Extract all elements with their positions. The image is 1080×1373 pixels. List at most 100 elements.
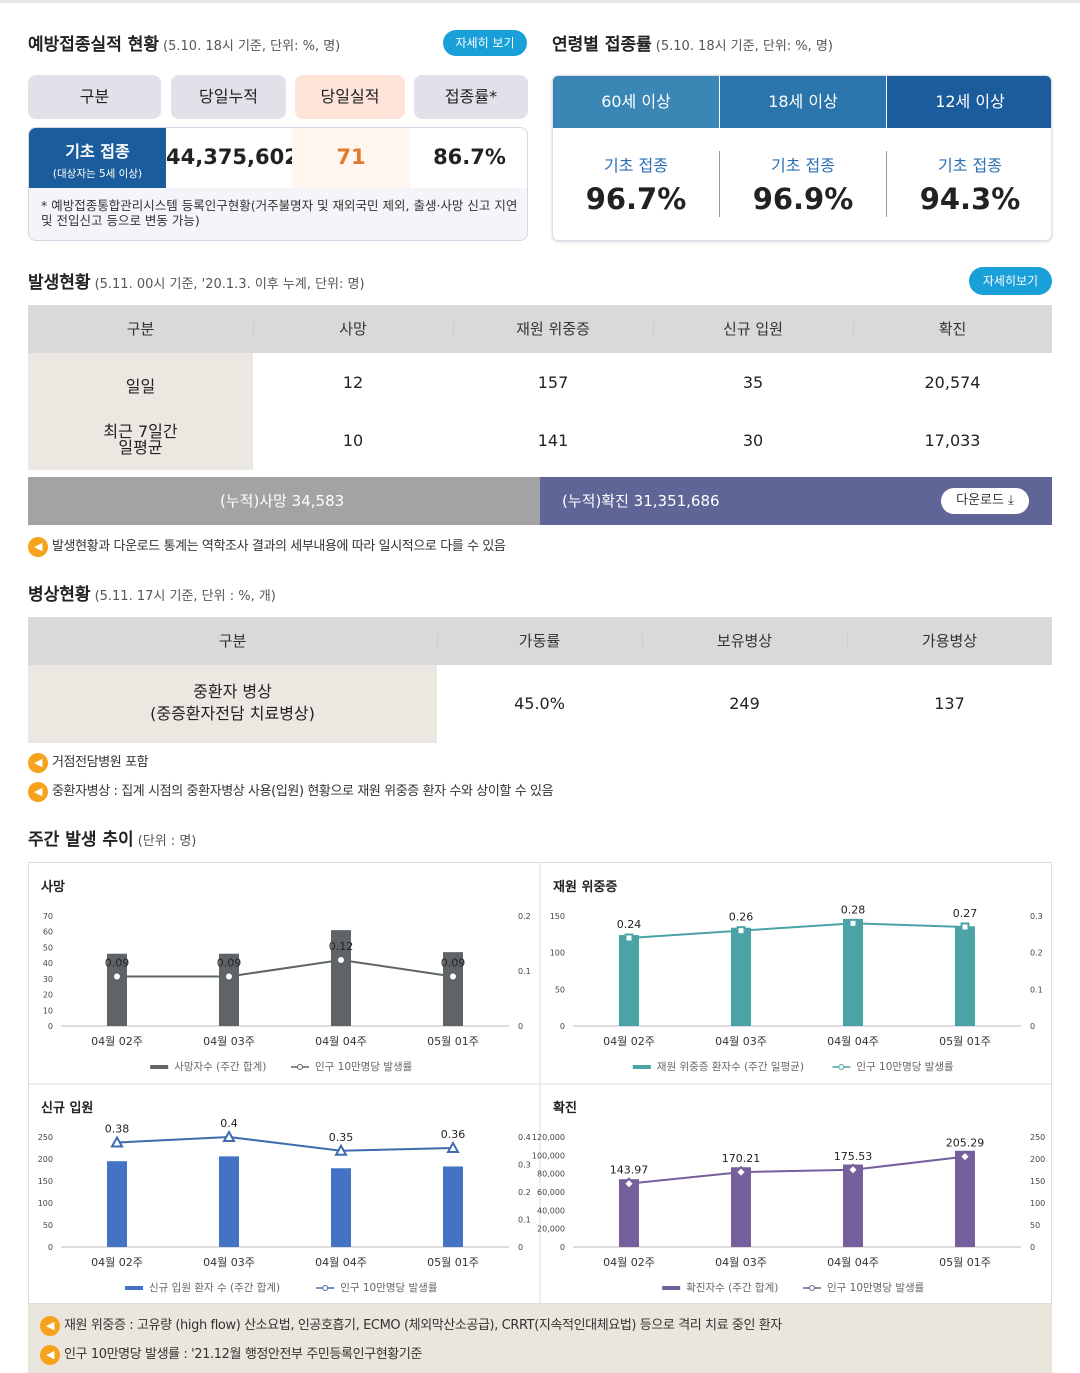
col-beds-held: 보유병상 (716, 632, 773, 650)
age-12-header: 12세 이상 (887, 76, 1051, 128)
col-category: 구분 (218, 632, 247, 650)
chart-3-x-tick: 05월 01주 (427, 1256, 479, 1269)
chart-3-x-tick: 04월 04주 (315, 1256, 367, 1269)
weekly-notes: ◀ 재원 위중증 : 고유량 (high flow) 산소요법, 인공호흡기, E… (28, 1304, 1052, 1373)
chart-1-left-tick: 60 (43, 928, 53, 937)
chart-3-bar (331, 1168, 351, 1247)
divider (853, 322, 854, 336)
beds-row-label: 중환자 병상 (중증환자전담 치료병상) (150, 682, 315, 723)
chart-3-bar (219, 1156, 239, 1247)
age-60-label: 기초 접종 (604, 156, 668, 175)
chart-1-right-tick: 0.2 (518, 912, 531, 921)
chart-1-left-tick: 40 (43, 959, 53, 968)
chart-2-legend-bar-label: 재원 위중증 환자수 (주간 일평균) (657, 1060, 804, 1073)
row-label-daily: 일일 (125, 377, 156, 396)
chart-2-legend-line-marker (838, 1064, 845, 1070)
divider (453, 322, 454, 336)
age-18-value: 96.9% (752, 182, 854, 216)
weekly-note-2: ◀ 인구 10만명당 발생률 : '21.12월 행정안전부 주민등록인구현황기준 (40, 1343, 422, 1365)
speaker-icon: ◀ (28, 752, 48, 773)
chart-4-legend-bar-label: 확진자수 (주간 합계) (686, 1281, 778, 1294)
chart-4-bar (731, 1167, 751, 1247)
occurrence-title: 발생현황 (5.11. 00시 기준, '20.1.3. 이후 누계, 단위: 명… (28, 273, 365, 293)
chart-3-bar (107, 1161, 127, 1247)
chart-4-x-tick: 05월 01주 (939, 1256, 991, 1269)
daily-death: 12 (342, 373, 364, 392)
vaccination-panel: 기초 접종 (대상자는 5세 이상) 44,375,602 71 86.7% *… (28, 127, 528, 241)
chart-4-left-tick: 20,000 (537, 1225, 565, 1234)
chart-4-right-tick: 250 (1030, 1133, 1045, 1142)
chart-2-right-tick: 0.2 (1030, 949, 1043, 958)
chart-2-rate-label: 0.24 (617, 918, 642, 931)
chart-2-bar (731, 927, 751, 1026)
download-icon: ⤓ (1008, 493, 1014, 508)
chart-3-left-tick: 150 (38, 1177, 53, 1186)
divider (653, 322, 654, 336)
chart-1-bar (219, 953, 239, 1026)
chart-4-right-tick: 100 (1030, 1199, 1045, 1208)
chart-4-left-tick: 60,000 (537, 1188, 565, 1197)
top-divider (0, 0, 1080, 3)
chart-2-left-tick: 50 (555, 985, 565, 994)
age-18-label: 기초 접종 (771, 156, 835, 175)
chart-1-x-tick: 04월 03주 (203, 1035, 255, 1048)
chart-3-legend-line-marker (322, 1285, 329, 1291)
chart-1-legend-bar-swatch (150, 1065, 169, 1069)
chart-1-right-tick: 0 (518, 1022, 523, 1031)
chart-3-bar (443, 1166, 463, 1247)
chart-3-right-tick: 0.1 (518, 1216, 531, 1225)
chart-4-bar (955, 1150, 975, 1247)
occurrence-note: ◀ 발생현황과 다운로드 통계는 역학조사 결과의 세부내용에 따라 일시적으로 … (28, 535, 506, 557)
chart-1-left-tick: 70 (43, 912, 53, 921)
age-60-cell: 기초 접종 96.7% (553, 128, 719, 240)
chart-2-rate-label: 0.26 (729, 911, 754, 924)
chart-3-right-tick: 0.4 (518, 1133, 531, 1142)
chart-2-rate-label: 0.27 (953, 907, 978, 920)
chart-4-rate-label: 205.29 (946, 1137, 985, 1150)
chart-1-left-tick: 50 (43, 943, 53, 952)
chart-3-right-tick: 0.3 (518, 1161, 531, 1170)
chart-4-left-tick: 100,000 (532, 1151, 565, 1160)
divider (719, 151, 720, 217)
chart-2-left-tick: 150 (550, 912, 565, 921)
age-18-header: 18세 이상 (720, 76, 886, 128)
occurrence-subtitle: (5.11. 00시 기준, '20.1.3. 이후 누계, 단위: 명) (94, 277, 365, 292)
beds-table-header: 구분 가동률 보유병상 가용병상 (28, 617, 1052, 665)
avg-severe: 141 (537, 431, 569, 450)
speaker-icon: ◀ (40, 1315, 60, 1336)
occurrence-detail-button[interactable]: 자세히보기 (969, 267, 1052, 295)
beds-note-2: ◀ 중환자병상 : 집계 시점의 중환자병상 사용(입원) 현황으로 재원 위중증… (28, 780, 554, 802)
chart-1-rate-label: 0.12 (329, 940, 354, 953)
chart-3-left-tick: 100 (38, 1199, 53, 1208)
chart-4-left-tick: 0 (560, 1243, 565, 1252)
chart-1-legend-line-marker (297, 1064, 303, 1070)
chart-1-rate-point (336, 955, 346, 965)
speaker-icon: ◀ (28, 536, 48, 557)
divider (642, 634, 643, 648)
chart-1-rate-label: 0.09 (217, 957, 242, 970)
chart-2-title: 재원 위중증 (553, 880, 617, 895)
chart-3-x-tick: 04월 03주 (203, 1256, 255, 1269)
chart-3-left-tick: 0 (48, 1243, 53, 1252)
chart-1-rate-line (117, 958, 454, 978)
col-death: 사망 (339, 320, 367, 338)
chart-1-rate-point (448, 971, 458, 982)
chart-4-right-tick: 0 (1030, 1243, 1035, 1252)
age-12-label: 기초 접종 (938, 156, 1002, 175)
chart-3-rate-point (334, 1143, 348, 1156)
vaccination-detail-button[interactable]: 자세히 보기 (443, 30, 527, 56)
divider (847, 634, 848, 648)
chart-3-right-tick: 0.2 (518, 1188, 531, 1197)
chart-4-right-tick: 200 (1030, 1155, 1045, 1164)
chart-1-left-tick: 10 (43, 1006, 53, 1015)
age-rate-subtitle: (5.10. 18시 기준, 단위: %, 명) (655, 39, 833, 54)
divider (437, 634, 438, 648)
download-button[interactable]: 다운로드 ⤓ (941, 488, 1029, 514)
beds-title: 병상현황 (5.11. 17시 기준, 단위 : %, 개) (28, 585, 276, 605)
chart-4-title: 확진 (553, 1100, 577, 1116)
beds-subtitle: (5.11. 17시 기준, 단위 : %, 개) (94, 589, 276, 604)
chart-2-bar (955, 926, 975, 1026)
chart-4-rate-point (846, 1163, 860, 1177)
chart-3-rate-point (110, 1135, 124, 1148)
chart-4-left-tick: 80,000 (537, 1170, 565, 1179)
